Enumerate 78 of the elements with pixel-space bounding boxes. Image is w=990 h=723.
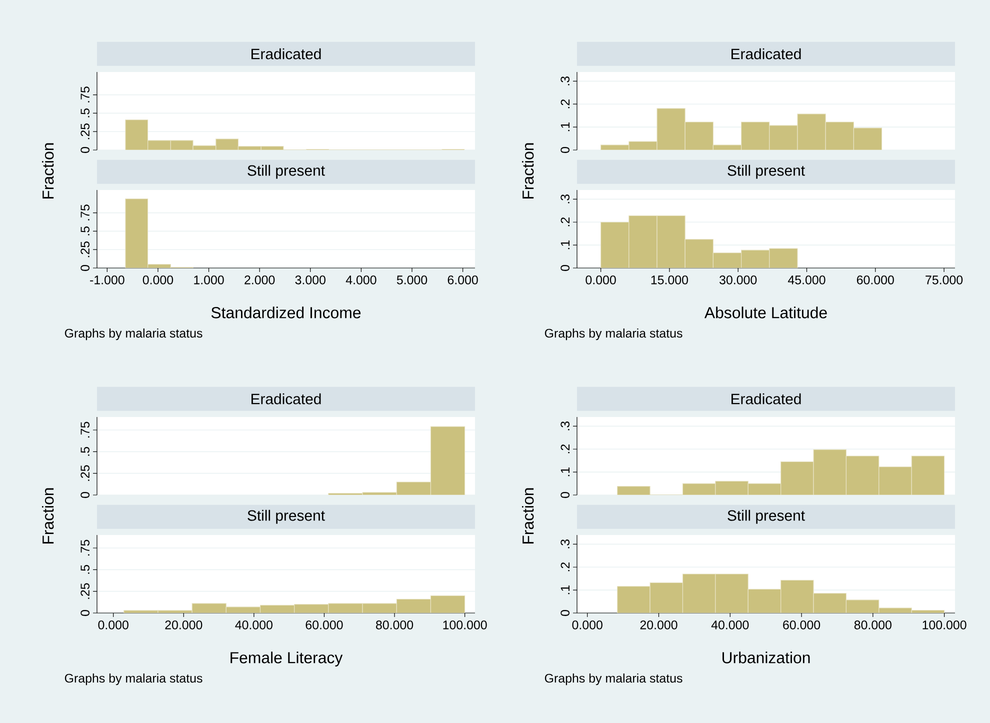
x-tick-label: 0.000: [572, 620, 602, 630]
y-tick-label: .5: [80, 564, 90, 574]
y-tick-label: .75: [80, 204, 90, 220]
y-tick-label: .25: [80, 465, 90, 481]
y-tick-label: .5: [80, 226, 90, 236]
y-tick-label: 0: [560, 265, 570, 271]
y-tick-label: .5: [80, 446, 90, 456]
x-tick-label: 20.000: [165, 620, 202, 630]
x-axis-title: Urbanization: [722, 652, 810, 664]
y-tick-label: .1: [560, 122, 570, 132]
y-tick-label: .3: [560, 76, 570, 86]
x-tick-label: 30.000: [720, 276, 757, 284]
x-tick-label: 0.000: [142, 276, 174, 284]
chart-title: Eradicated: [732, 48, 801, 60]
y-tick-label: 0: [80, 610, 90, 616]
y-tick-label: .2: [560, 444, 570, 454]
y-tick-label: .25: [80, 241, 90, 258]
x-tick-label: 45.000: [788, 276, 826, 284]
x-tick-label: 40.000: [711, 620, 749, 630]
x-tick-label: 15.000: [651, 276, 688, 284]
y-tick-label: .3: [560, 422, 570, 430]
y-tick-label: .3: [560, 194, 570, 204]
x-tick-label: 100.000: [443, 620, 487, 630]
y-axis-title: Fraction: [522, 488, 534, 544]
chart-title: Eradicated: [252, 48, 321, 60]
y-tick-label: .1: [560, 467, 570, 476]
x-tick-label: 80.000: [854, 620, 892, 630]
chart-title: Eradicated: [252, 393, 321, 404]
y-tick-label: 0: [80, 492, 90, 498]
text: Graphs by malaria status: [64, 673, 202, 686]
x-tick-label: 40.000: [235, 620, 272, 630]
y-tick-label: .2: [560, 562, 570, 572]
text: Graphs by malaria status: [64, 328, 202, 340]
x-tick-label: 0.000: [98, 620, 128, 630]
y-tick-label: .25: [80, 123, 90, 140]
x-tick-label: 5.000: [396, 276, 428, 284]
y-axis-title: Fraction: [42, 143, 54, 199]
y-tick-label: .5: [80, 108, 90, 118]
x-tick-label: 60.000: [856, 276, 894, 284]
y-tick-label: .1: [560, 240, 570, 250]
chart-title: Still present: [248, 510, 325, 524]
x-tick-label: 80.000: [376, 620, 414, 630]
y-axis-title: Fraction: [42, 488, 54, 544]
x-tick-label: 100.000: [922, 620, 966, 630]
y-tick-label: .75: [80, 422, 90, 438]
y-tick-label: 0: [560, 610, 570, 616]
chart-title: Eradicated: [732, 393, 801, 404]
x-tick-label: 4.000: [346, 276, 376, 284]
y-tick-label: 0: [560, 492, 570, 498]
y-tick-label: .2: [560, 218, 570, 226]
y-tick-label: .75: [80, 86, 90, 102]
chart-title: Still present: [728, 164, 805, 179]
y-tick-label: .3: [560, 540, 570, 548]
x-tick-label: 3.000: [295, 276, 326, 284]
chart-title: Still present: [248, 164, 325, 179]
y-tick-label: .1: [560, 585, 570, 594]
y-tick-label: .25: [80, 583, 90, 599]
y-tick-label: 0: [80, 147, 90, 153]
x-tick-label: 60.000: [783, 620, 820, 630]
x-tick-label: -1.000: [90, 276, 124, 284]
y-axis-title: Fraction: [522, 143, 534, 199]
y-tick-label: 0: [560, 147, 570, 153]
x-tick-label: 20.000: [640, 620, 678, 630]
y-tick-label: 0: [80, 265, 90, 271]
x-axis-title: Female Literacy: [230, 652, 343, 666]
chart-title: Still present: [728, 510, 805, 524]
x-tick-label: 0.000: [586, 276, 616, 284]
x-tick-label: 6.000: [448, 276, 478, 284]
text: Graphs by malaria status: [544, 673, 682, 686]
y-tick-label: .2: [560, 100, 570, 108]
text: Graphs by malaria status: [544, 328, 682, 340]
x-tick-label: 60.000: [306, 620, 343, 630]
x-axis-title: Absolute Latitude: [704, 306, 827, 318]
x-tick-label: 75.000: [926, 276, 963, 284]
x-tick-label: 2.000: [244, 276, 275, 284]
y-tick-label: .75: [80, 540, 90, 556]
x-axis-title: Standardized Income: [211, 306, 361, 318]
x-tick-label: 1.000: [194, 276, 224, 284]
